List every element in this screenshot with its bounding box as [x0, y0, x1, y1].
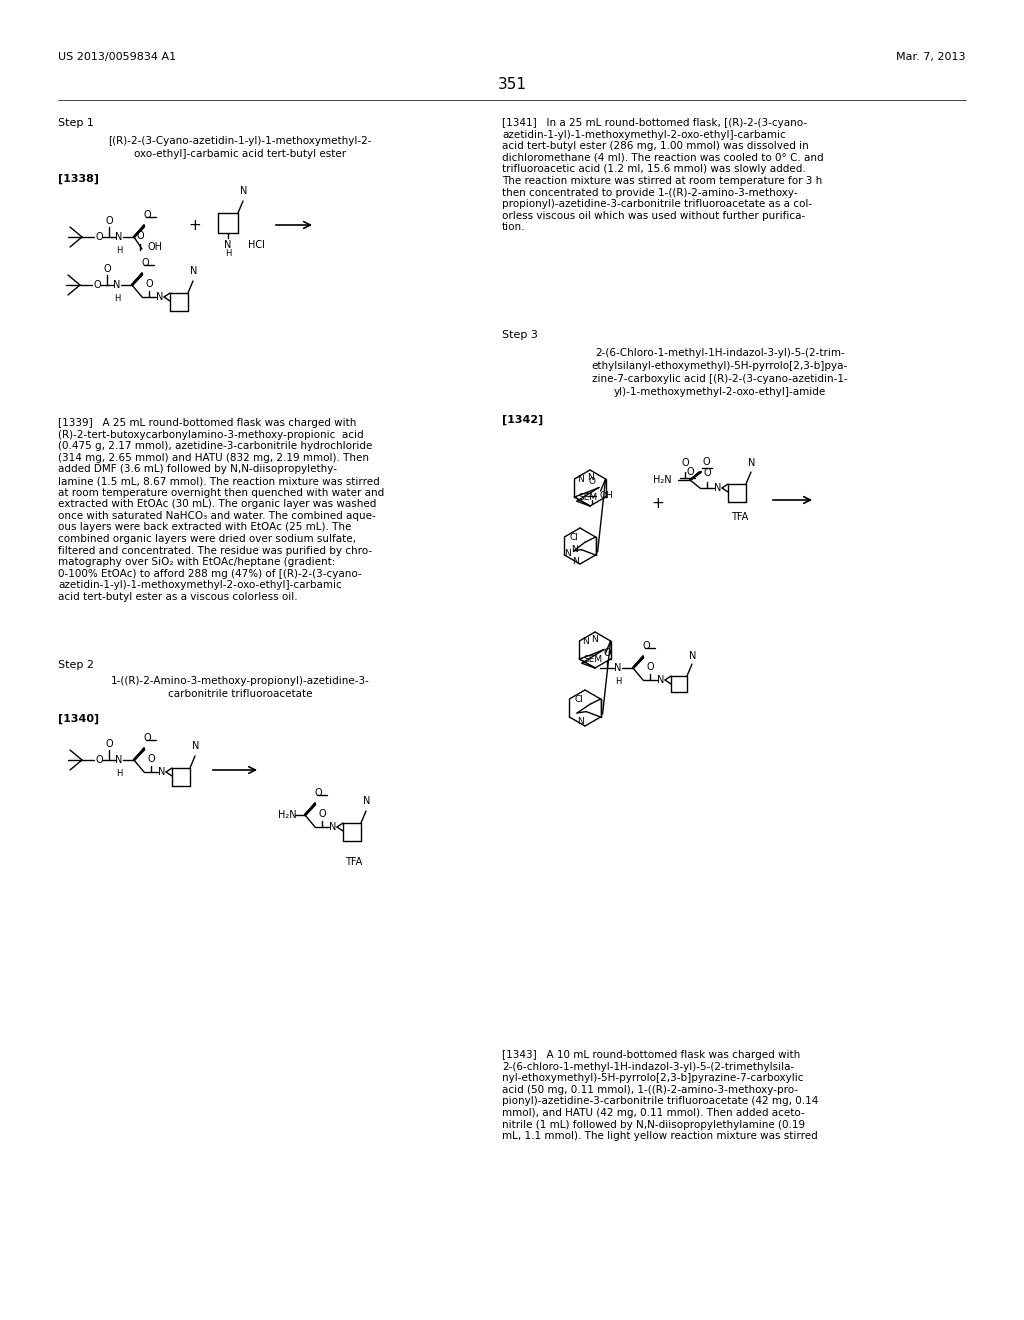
Text: Cl: Cl	[569, 532, 579, 541]
Text: N: N	[330, 822, 337, 832]
Text: O: O	[147, 754, 155, 764]
Text: O: O	[105, 216, 113, 226]
Text: carbonitrile trifluoroacetate: carbonitrile trifluoroacetate	[168, 689, 312, 700]
Text: N: N	[364, 796, 371, 807]
Text: zine-7-carboxylic acid [(R)-2-(3-cyano-azetidin-1-: zine-7-carboxylic acid [(R)-2-(3-cyano-a…	[592, 374, 848, 384]
Text: Cl: Cl	[574, 694, 584, 704]
Text: O: O	[681, 458, 689, 469]
Text: ethylsilanyl-ethoxymethyl)-5H-pyrrolo[2,3-b]pya-: ethylsilanyl-ethoxymethyl)-5H-pyrrolo[2,…	[592, 360, 848, 371]
Text: 1-((R)-2-Amino-3-methoxy-propionyl)-azetidine-3-: 1-((R)-2-Amino-3-methoxy-propionyl)-azet…	[111, 676, 370, 686]
Text: H: H	[225, 249, 231, 257]
Text: O: O	[703, 469, 711, 478]
Text: O: O	[145, 279, 153, 289]
Text: O: O	[136, 231, 143, 242]
Text: OH: OH	[600, 491, 613, 500]
Text: oxo-ethyl]-carbamic acid tert-butyl ester: oxo-ethyl]-carbamic acid tert-butyl este…	[134, 149, 346, 158]
Text: O: O	[589, 477, 596, 486]
Text: N: N	[592, 635, 598, 644]
Text: yl)-1-methoxymethyl-2-oxo-ethyl]-amide: yl)-1-methoxymethyl-2-oxo-ethyl]-amide	[613, 387, 826, 397]
Text: [1338]: [1338]	[58, 174, 99, 185]
Text: TFA: TFA	[731, 512, 749, 521]
Text: H: H	[116, 770, 122, 777]
Text: N: N	[614, 663, 622, 673]
Text: O: O	[314, 788, 322, 799]
Text: N: N	[689, 651, 696, 661]
Text: H₂N: H₂N	[278, 810, 296, 820]
Text: SEM: SEM	[584, 655, 602, 664]
Text: [1341]   In a 25 mL round-bottomed flask, [(R)-2-(3-cyano-
azetidin-1-yl)-1-meth: [1341] In a 25 mL round-bottomed flask, …	[502, 117, 823, 232]
Text: H: H	[614, 677, 622, 686]
Text: N: N	[116, 755, 123, 766]
Text: H: H	[114, 294, 120, 304]
Text: [(R)-2-(3-Cyano-azetidin-1-yl)-1-methoxymethyl-2-: [(R)-2-(3-Cyano-azetidin-1-yl)-1-methoxy…	[109, 136, 372, 147]
Text: O: O	[93, 280, 100, 290]
Text: O: O	[603, 648, 610, 657]
Text: N: N	[571, 545, 579, 554]
Text: HCl: HCl	[248, 240, 265, 249]
Text: SEM: SEM	[579, 492, 598, 502]
Text: O: O	[95, 232, 102, 242]
Text: O: O	[642, 642, 650, 651]
Text: O: O	[141, 257, 148, 268]
Text: N: N	[578, 474, 584, 483]
Text: +: +	[188, 219, 202, 234]
Text: Step 2: Step 2	[58, 660, 94, 671]
Text: Step 1: Step 1	[58, 117, 94, 128]
Text: N: N	[114, 280, 121, 290]
Text: N: N	[657, 675, 665, 685]
Text: O: O	[702, 457, 710, 467]
Text: 351: 351	[498, 77, 526, 92]
Text: 2-(6-Chloro-1-methyl-1H-indazol-3-yl)-5-(2-trim-: 2-(6-Chloro-1-methyl-1H-indazol-3-yl)-5-…	[595, 348, 845, 358]
Text: N: N	[193, 741, 200, 751]
Text: [1340]: [1340]	[58, 714, 99, 725]
Text: N: N	[190, 267, 198, 276]
Text: O: O	[95, 755, 102, 766]
Text: N: N	[749, 458, 756, 469]
Text: TFA: TFA	[345, 857, 362, 867]
Text: N: N	[564, 549, 570, 557]
Text: O: O	[686, 467, 694, 477]
Text: Step 3: Step 3	[502, 330, 538, 341]
Text: [1343]   A 10 mL round-bottomed flask was charged with
2-(6-chloro-1-methyl-1H-i: [1343] A 10 mL round-bottomed flask was …	[502, 1049, 818, 1142]
Text: [1339]   A 25 mL round-bottomed flask was charged with
(R)-2-tert-butoxycarbonyl: [1339] A 25 mL round-bottomed flask was …	[58, 418, 384, 602]
Text: O: O	[646, 663, 653, 672]
Text: N: N	[116, 232, 123, 242]
Text: O: O	[318, 809, 326, 818]
Text: N: N	[577, 717, 584, 726]
Text: N: N	[224, 240, 231, 249]
Text: [1342]: [1342]	[502, 414, 544, 425]
Text: O: O	[143, 210, 151, 220]
Text: US 2013/0059834 A1: US 2013/0059834 A1	[58, 51, 176, 62]
Text: N: N	[583, 636, 589, 645]
Text: O: O	[105, 739, 113, 748]
Text: N: N	[587, 473, 593, 482]
Text: N: N	[157, 292, 164, 302]
Text: O: O	[103, 264, 111, 275]
Text: N: N	[241, 186, 248, 195]
Text: H: H	[116, 246, 122, 255]
Text: N: N	[159, 767, 166, 777]
Text: +: +	[651, 495, 665, 511]
Text: Mar. 7, 2013: Mar. 7, 2013	[896, 51, 966, 62]
Text: H₂N: H₂N	[653, 475, 672, 484]
Text: N: N	[715, 483, 722, 492]
Text: N: N	[571, 557, 579, 566]
Text: OH: OH	[148, 242, 163, 252]
Text: O: O	[143, 733, 151, 743]
